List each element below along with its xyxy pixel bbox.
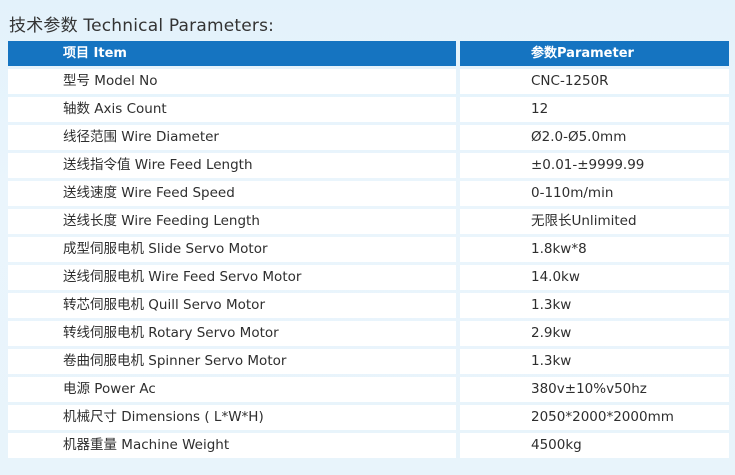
- parameter-cell: ±0.01-±9999.99: [460, 153, 729, 178]
- parameter-cell: 380v±10%v50hz: [460, 377, 729, 402]
- parameter-cell: 1.3kw: [460, 293, 729, 318]
- parameter-cell: 0-110m/min: [460, 181, 729, 206]
- item-cell: 送线伺服电机 Wire Feed Servo Motor: [8, 265, 456, 290]
- parameter-cell: 1.8kw*8: [460, 237, 729, 262]
- parameter-cell: 1.3kw: [460, 349, 729, 374]
- parameter-cell: 2050*2000*2000mm: [460, 405, 729, 430]
- header-item: 项目 Item: [8, 41, 456, 66]
- table-row: 转芯伺服电机 Quill Servo Motor 1.3kw: [8, 293, 729, 318]
- item-cell: 卷曲伺服电机 Spinner Servo Motor: [8, 349, 456, 374]
- parameters-table: 项目 Item 参数Parameter 型号 Model No CNC-1250R…: [8, 41, 729, 461]
- item-cell: 线径范围 Wire Diameter: [8, 125, 456, 150]
- table-row: 成型伺服电机 Slide Servo Motor 1.8kw*8: [8, 237, 729, 262]
- table-row: 送线速度 Wire Feed Speed 0-110m/min: [8, 181, 729, 206]
- item-cell: 送线长度 Wire Feeding Length: [8, 209, 456, 234]
- table-row: 送线指令值 Wire Feed Length ±0.01-±9999.99: [8, 153, 729, 178]
- parameter-cell: 无限长Unlimited: [460, 209, 729, 234]
- item-cell: 转线伺服电机 Rotary Servo Motor: [8, 321, 456, 346]
- table-row: 卷曲伺服电机 Spinner Servo Motor 1.3kw: [8, 349, 729, 374]
- table-row: 电源 Power Ac 380v±10%v50hz: [8, 377, 729, 402]
- item-cell: 电源 Power Ac: [8, 377, 456, 402]
- parameter-cell: Ø2.0-Ø5.0mm: [460, 125, 729, 150]
- header-parameter: 参数Parameter: [460, 41, 729, 66]
- page-title: 技术参数 Technical Parameters:: [9, 16, 275, 36]
- item-cell: 机器重量 Machine Weight: [8, 433, 456, 458]
- table-body: 型号 Model No CNC-1250R 轴数 Axis Count 12 线径范围 …: [8, 69, 729, 458]
- parameter-cell: 2.9kw: [460, 321, 729, 346]
- parameter-cell: CNC-1250R: [460, 69, 729, 94]
- parameter-cell: 4500kg: [460, 433, 729, 458]
- table-header-row: 项目 Item 参数Parameter: [8, 41, 729, 66]
- item-cell: 机械尺寸 Dimensions ( L*W*H): [8, 405, 456, 430]
- table-row: 轴数 Axis Count 12: [8, 97, 729, 122]
- item-cell: 送线指令值 Wire Feed Length: [8, 153, 456, 178]
- item-cell: 轴数 Axis Count: [8, 97, 456, 122]
- item-cell: 转芯伺服电机 Quill Servo Motor: [8, 293, 456, 318]
- item-cell: 送线速度 Wire Feed Speed: [8, 181, 456, 206]
- table-row: 机械尺寸 Dimensions ( L*W*H) 2050*2000*2000mm: [8, 405, 729, 430]
- table-row: 送线伺服电机 Wire Feed Servo Motor 14.0kw: [8, 265, 729, 290]
- table-row: 机器重量 Machine Weight 4500kg: [8, 433, 729, 458]
- item-cell: 型号 Model No: [8, 69, 456, 94]
- table-row: 线径范围 Wire Diameter Ø2.0-Ø5.0mm: [8, 125, 729, 150]
- table-row: 送线长度 Wire Feeding Length 无限长Unlimited: [8, 209, 729, 234]
- parameter-cell: 14.0kw: [460, 265, 729, 290]
- table-row: 转线伺服电机 Rotary Servo Motor 2.9kw: [8, 321, 729, 346]
- parameter-cell: 12: [460, 97, 729, 122]
- item-cell: 成型伺服电机 Slide Servo Motor: [8, 237, 456, 262]
- table-row: 型号 Model No CNC-1250R: [8, 69, 729, 94]
